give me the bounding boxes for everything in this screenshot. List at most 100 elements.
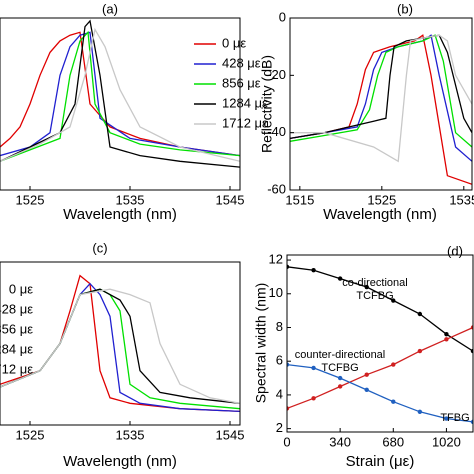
point — [444, 332, 449, 337]
legend-label: 856 με — [222, 75, 261, 90]
legend-label: 1712 με — [0, 361, 33, 376]
series-line — [290, 34, 472, 140]
plot-area — [287, 264, 473, 425]
point — [444, 337, 449, 342]
x-tick-label: 1525 — [367, 192, 396, 207]
legend-label: 0 με — [222, 35, 246, 50]
point — [417, 311, 423, 317]
point — [287, 406, 290, 411]
x-axis-label: Wavelength (nm) — [63, 453, 177, 470]
x-tick-label: 1525 — [16, 192, 45, 207]
y-tick-label: -20 — [267, 67, 286, 82]
point — [337, 375, 343, 381]
plot-area — [0, 274, 240, 413]
series-line — [0, 31, 240, 157]
axes-frame — [286, 254, 474, 433]
legend-label: 1284 με — [0, 341, 33, 356]
panel: co-directionalTCFBGcounter-directionalTC… — [253, 243, 474, 470]
series-line — [287, 363, 473, 423]
y-tick-label: 10 — [269, 285, 283, 300]
point — [364, 284, 369, 290]
point — [391, 399, 396, 404]
series-line — [0, 31, 240, 157]
x-axis-label: Wavelength (nm) — [63, 206, 177, 223]
panel-title: (c) — [92, 240, 107, 255]
series-line — [0, 30, 240, 162]
series-line — [290, 34, 472, 163]
point — [311, 267, 316, 273]
y-tick-label: 12 — [269, 251, 283, 266]
series-line — [0, 288, 240, 404]
x-tick-label: 1515 — [285, 192, 314, 207]
point — [444, 416, 449, 421]
point — [311, 365, 316, 371]
x-axis-label: Wavelength (nm) — [323, 206, 437, 223]
legend-label: 856 με — [0, 321, 33, 336]
annotation: counter-directional — [295, 349, 386, 361]
series-line — [287, 326, 473, 410]
point — [337, 276, 343, 281]
series-line — [290, 34, 472, 162]
y-tick-label: 6 — [276, 353, 283, 368]
x-tick-label: 1535 — [449, 192, 474, 207]
point — [287, 264, 290, 269]
annotation: TCFBG — [321, 362, 358, 374]
point — [417, 409, 423, 414]
x-tick-label: 1545 — [216, 427, 245, 442]
series-line — [0, 27, 240, 162]
series-line — [0, 288, 240, 404]
y-axis-label: Spectral width (nm) — [253, 283, 269, 404]
y-tick-label: -40 — [267, 124, 286, 139]
x-tick-label: 1525 — [16, 427, 45, 442]
panel-title: (b) — [397, 1, 413, 16]
y-tick-label: 0 — [279, 9, 286, 24]
plot-area — [0, 19, 240, 168]
series-line — [0, 282, 240, 413]
panel-title: (a) — [102, 1, 118, 16]
x-tick-label: 1545 — [216, 192, 245, 207]
point — [364, 372, 369, 377]
panel-title: (d) — [447, 243, 463, 258]
series-line — [290, 34, 472, 148]
point — [337, 384, 343, 389]
point — [417, 348, 423, 354]
point — [364, 387, 369, 393]
x-tick-label: 0 — [283, 434, 290, 449]
y-tick-label: 2 — [276, 420, 283, 435]
annotation: TFBG — [440, 412, 469, 424]
legend-label: 428 με — [222, 55, 261, 70]
y-tick-label: -60 — [267, 181, 286, 196]
x-tick-label: 1535 — [116, 427, 145, 442]
annotation: TCFBG — [356, 290, 393, 302]
axes-frame — [0, 17, 241, 191]
x-tick-label: 340 — [329, 434, 351, 449]
panel: 0 με 428 με 856 με 1284 με 1712 με 1525 1535 15… — [0, 240, 244, 470]
x-axis-label: Strain (με) — [346, 453, 415, 470]
legend-label: 0 με — [9, 281, 33, 296]
series-line — [0, 19, 240, 168]
point — [470, 348, 473, 354]
panel: 1515 1525 1535 0 -20 -40 -60 (b) Wavelength (nm)… — [259, 1, 474, 223]
x-tick-label: 1535 — [116, 192, 145, 207]
point — [391, 298, 396, 303]
series-line — [287, 266, 473, 352]
panel: 0 με 428 με 856 με 1284 με 1712 με 1525 1535 15… — [0, 1, 268, 223]
plot-area — [290, 34, 472, 185]
axes-frame — [289, 17, 473, 191]
point — [287, 362, 290, 367]
legend-label: 1712 με — [222, 115, 268, 130]
y-tick-label: 8 — [276, 319, 283, 334]
point — [470, 325, 473, 330]
x-tick-label: 1020 — [432, 434, 461, 449]
legend-label: 1284 με — [222, 95, 268, 110]
point — [391, 362, 396, 367]
y-tick-label: 4 — [276, 386, 283, 401]
point — [311, 396, 316, 401]
x-tick-label: 680 — [382, 434, 404, 449]
axes-frame — [0, 261, 241, 426]
annotation: co-directional — [342, 277, 407, 289]
y-axis-label: Reflectivity (dB) — [259, 55, 275, 153]
legend-label: 428 με — [0, 301, 33, 316]
series-line — [290, 34, 472, 185]
